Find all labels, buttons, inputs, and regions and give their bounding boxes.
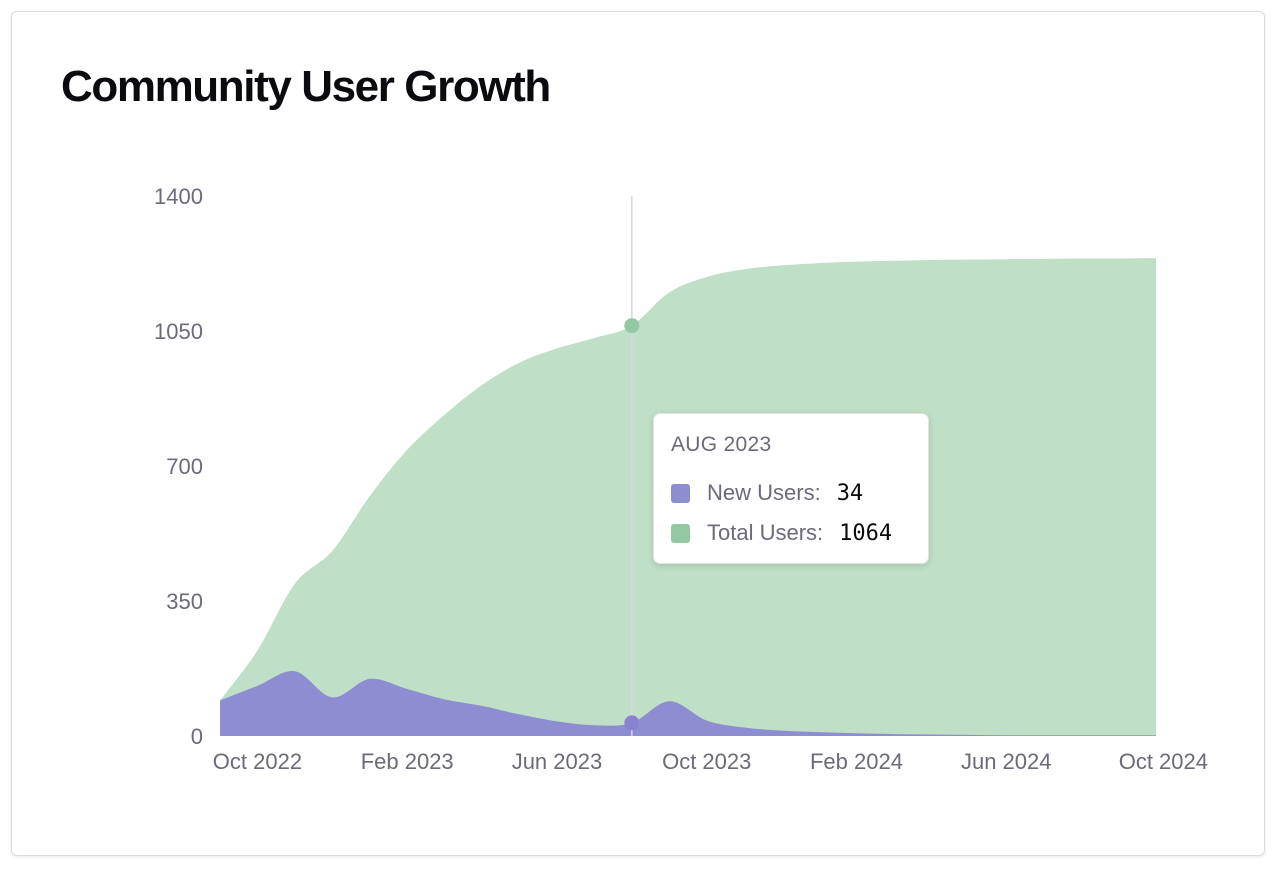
y-tick-label: 700: [166, 454, 203, 479]
y-tick-label: 350: [166, 589, 203, 614]
y-tick-label: 1050: [154, 319, 203, 344]
total-users-hover-dot: [624, 318, 640, 334]
x-tick-label: Feb 2023: [361, 749, 454, 774]
tooltip-row-new-users: New Users: 34: [671, 480, 863, 506]
new-users-hover-dot: [624, 715, 640, 731]
x-tick-label: Feb 2024: [810, 749, 903, 774]
y-tick-label: 0: [191, 724, 203, 749]
tooltip-value: 1064: [839, 520, 893, 546]
x-tick-label: Jun 2024: [961, 749, 1052, 774]
x-tick-label: Oct 2022: [213, 749, 302, 774]
total-users-swatch: [671, 523, 690, 543]
new-users-swatch: [671, 483, 690, 503]
new-users-area[interactable]: [220, 670, 1156, 736]
x-axis: Oct 2022 Feb 2023 Jun 2023 Oct 2023 Feb 2024…: [213, 749, 1208, 774]
tooltip-title: AUG 2023: [671, 433, 772, 456]
tooltip-label: Total Users:: [707, 520, 824, 545]
y-axis: 0 350 700 1050 1400: [154, 184, 203, 749]
hover-tooltip: AUG 2023 New Users: 34 Total Users: 1064: [653, 413, 929, 564]
x-tick-label: Jun 2023: [512, 749, 603, 774]
chart-title: Community User Growth: [61, 62, 551, 111]
x-tick-label: Oct 2023: [662, 749, 751, 774]
x-tick-label: Oct 2024: [1119, 749, 1208, 774]
tooltip-row-total-users: Total Users: 1064: [671, 520, 892, 546]
tooltip-value: 34: [836, 480, 864, 506]
y-tick-label: 1400: [154, 184, 203, 209]
tooltip-label: New Users:: [707, 480, 821, 505]
